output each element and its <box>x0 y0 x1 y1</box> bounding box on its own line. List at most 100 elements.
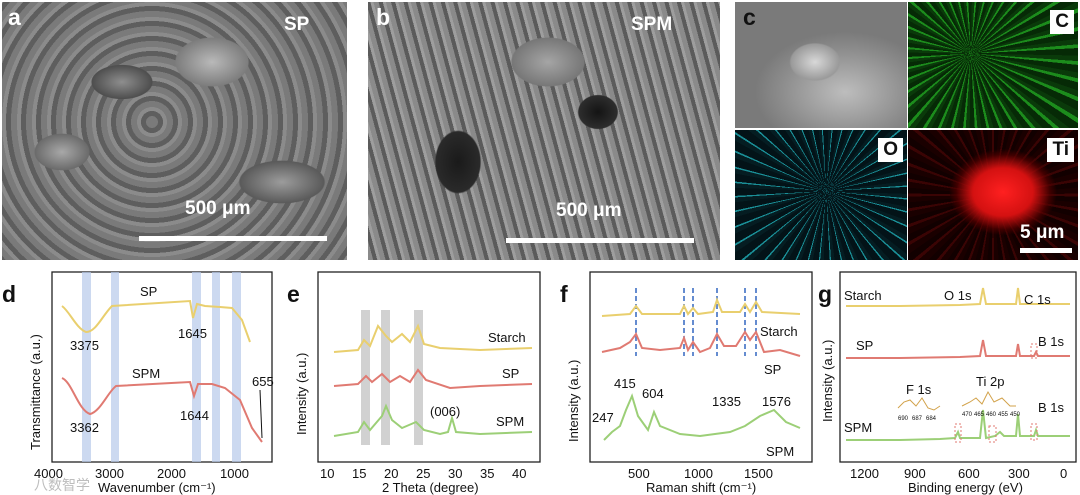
inset-tick-f-684: 684 <box>926 416 937 422</box>
xtick-e-25: 25 <box>416 466 430 481</box>
series-g-starch <box>846 287 1070 307</box>
series-label-g-spm: SPM <box>844 420 872 435</box>
xtick-g-0: 0 <box>1060 466 1067 481</box>
series-d-sp <box>61 299 251 343</box>
inset-tick-ti-450: 450 <box>1010 412 1021 418</box>
xtick-g-300: 300 <box>1008 466 1030 481</box>
xtick-f-1500: 1500 <box>744 466 773 481</box>
annotation-g-c1s: C 1s <box>1024 292 1051 307</box>
band-d-4 <box>212 272 220 462</box>
series-label-g-sp: SP <box>856 338 873 353</box>
scale-text-b: 500 μm <box>556 200 622 221</box>
annotation-d-1644: 1644 <box>180 408 209 423</box>
sem-image-sp: a SP 500 μm <box>2 2 347 260</box>
xtick-e-15: 15 <box>352 466 366 481</box>
inset-g-f1s <box>897 397 941 411</box>
xtick-g-900: 900 <box>904 466 926 481</box>
annotation-f-415: 415 <box>614 376 636 391</box>
xtick-d-3000: 3000 <box>95 466 124 481</box>
watermark: 八数智学 <box>34 477 90 493</box>
inset-tick-ti-460: 460 <box>986 412 997 418</box>
inset-tick-f-690: 690 <box>898 416 909 422</box>
annotation-d-3375: 3375 <box>70 338 99 353</box>
scale-bar-c <box>1020 248 1072 253</box>
inset-tick-ti-465: 465 <box>974 412 985 418</box>
annotation-f-247: 247 <box>592 410 614 425</box>
series-e-spm <box>333 403 533 437</box>
axes-frame-e <box>317 271 541 463</box>
panel-letter-f: f <box>560 281 568 307</box>
xtitle-e: 2 Theta (degree) <box>382 480 479 495</box>
inset-tick-ti-455: 455 <box>998 412 1009 418</box>
sample-label-spm: SPM <box>631 14 673 35</box>
annotation-d-1645: 1645 <box>178 326 207 341</box>
xtitle-f: Raman shift (cm⁻¹) <box>646 480 756 495</box>
xtick-g-600: 600 <box>958 466 980 481</box>
spectra-figure: d SP SPM 3375 1645 3362 1644 655 Transmi… <box>2 271 1077 495</box>
highlight-g-b1s-spm <box>1030 423 1038 441</box>
panel-letter-a: a <box>8 4 21 30</box>
annotation-d-655: 655 <box>252 374 274 389</box>
highlight-g-ti2p <box>988 425 997 443</box>
sem-image-mapping: c <box>735 2 907 128</box>
xtick-e-30: 30 <box>448 466 462 481</box>
eds-map-titanium: Ti 5 μm <box>908 130 1078 260</box>
scale-bar-a <box>139 236 327 241</box>
xtitle-g: Binding energy (eV) <box>908 480 1023 495</box>
annotation-d-3362: 3362 <box>70 420 99 435</box>
series-label-e-spm: SPM <box>496 414 524 429</box>
panel-letter-d: d <box>2 281 16 307</box>
series-label-f-spm: SPM <box>766 444 794 459</box>
series-e-starch <box>333 323 533 353</box>
series-label-d-sp: SP <box>140 284 157 299</box>
xtick-d-2000: 2000 <box>157 466 186 481</box>
panel-letter-c: c <box>743 4 756 30</box>
axes-frame-d <box>51 271 273 463</box>
xtick-e-40: 40 <box>512 466 526 481</box>
band-d-1 <box>82 272 91 462</box>
scale-bar-b <box>506 238 694 243</box>
annotation-g-b1s-spm: B 1s <box>1038 400 1065 415</box>
inset-tick-f-687: 687 <box>912 416 923 422</box>
inset-g-ti2p <box>961 390 1016 407</box>
series-label-d-spm: SPM <box>132 366 160 381</box>
annotation-f-604: 604 <box>642 386 664 401</box>
scale-text-c: 5 μm <box>1020 222 1065 243</box>
xtick-d-4000: 4000 <box>34 466 63 481</box>
ytitle-e: Intensity (a.u.) <box>294 353 309 435</box>
xtick-e-35: 35 <box>480 466 494 481</box>
xtick-d-1000: 1000 <box>220 466 249 481</box>
series-d-spm <box>61 377 263 443</box>
scale-text-a: 500 μm <box>185 198 251 219</box>
sem-image-spm: b SPM 500 μm <box>368 2 720 260</box>
xtick-f-500: 500 <box>628 466 650 481</box>
xtick-g-1200: 1200 <box>850 466 879 481</box>
axes-frame-f <box>589 271 813 463</box>
series-label-e-starch: Starch <box>488 330 526 345</box>
series-label-f-starch: Starch <box>760 324 798 339</box>
series-f-spm <box>603 393 801 441</box>
xtick-f-1000: 1000 <box>684 466 713 481</box>
axes-frame-g <box>839 271 1077 463</box>
band-d-2 <box>111 272 119 462</box>
dashed-guides-f <box>635 288 757 356</box>
series-g-spm <box>846 409 1070 441</box>
panel-letter-e: e <box>287 281 300 307</box>
annotation-g-ti2p: Ti 2p <box>976 374 1004 389</box>
annotation-f-1335: 1335 <box>712 394 741 409</box>
series-label-g-starch: Starch <box>844 288 882 303</box>
element-label-o: O <box>878 138 903 162</box>
series-label-f-sp: SP <box>764 362 781 377</box>
highlight-g-b1s-sp <box>1030 343 1038 359</box>
panel-letter-g: g <box>818 281 832 307</box>
band-e-3 <box>414 310 423 445</box>
ytitle-g: Intensity (a.u.) <box>820 340 835 422</box>
band-d-5 <box>232 272 241 462</box>
series-label-e-sp: SP <box>502 366 519 381</box>
annotation-g-o1s: O 1s <box>944 288 972 303</box>
series-f-starch <box>601 297 801 317</box>
eds-map-oxygen: O <box>735 130 907 260</box>
eds-map-carbon: C <box>908 2 1078 128</box>
xtick-e-10: 10 <box>320 466 334 481</box>
annotation-f-1576: 1576 <box>762 394 791 409</box>
